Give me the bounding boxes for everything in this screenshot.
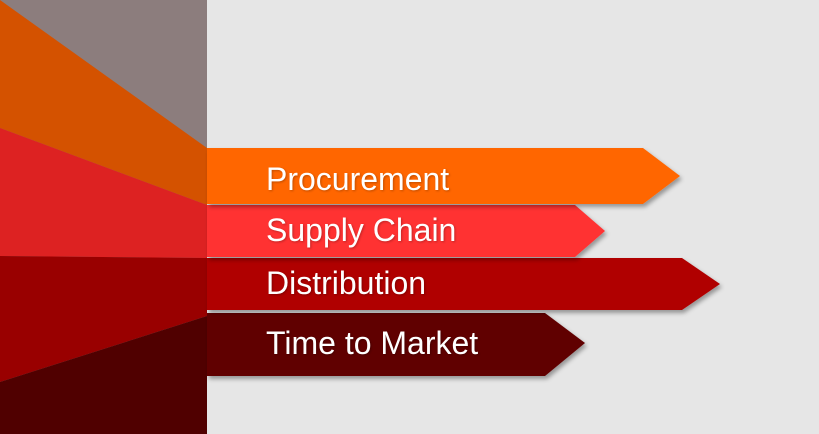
label-procurement: Procurement (266, 161, 450, 197)
fan-supply-chain (0, 128, 207, 258)
fan-procurement (0, 0, 207, 205)
arrow-supply-chain (207, 205, 605, 257)
label-supply-chain: Supply Chain (266, 212, 457, 248)
fan-distribution (0, 256, 207, 382)
arrow-procurement (207, 148, 680, 204)
arrow-time-to-market (207, 313, 585, 376)
arrow-distribution (207, 258, 720, 310)
label-distribution: Distribution (266, 265, 427, 301)
fan-time-to-market (0, 316, 207, 434)
label-time-to-market: Time to Market (266, 325, 479, 361)
